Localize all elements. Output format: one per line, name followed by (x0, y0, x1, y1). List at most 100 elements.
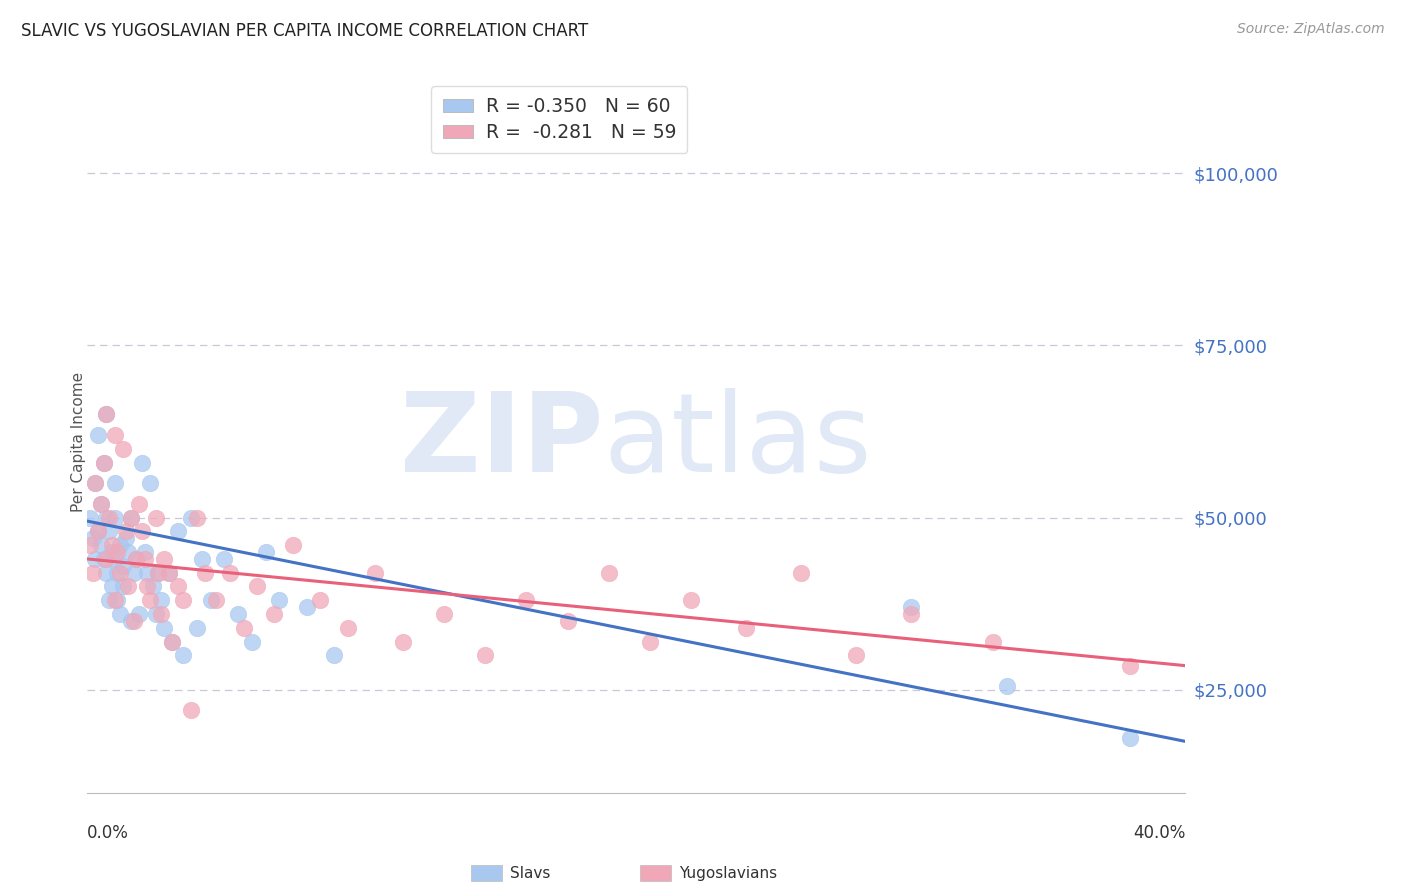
Point (96, 566, 118, 580)
Point (105, 545, 128, 559)
Point (281, 538, 304, 552)
Point (114, 524, 136, 539)
Point (166, 579, 188, 593)
Point (96, 407, 118, 421)
Y-axis label: Per Capita Income: Per Capita Income (72, 372, 86, 512)
Point (180, 703, 202, 717)
Point (103, 428, 125, 442)
Point (336, 621, 359, 635)
Point (226, 607, 249, 621)
Text: atlas: atlas (603, 388, 872, 495)
Point (101, 538, 124, 552)
Point (84, 476, 107, 491)
Point (309, 593, 332, 607)
Point (153, 552, 176, 566)
Point (98, 524, 121, 539)
Point (139, 476, 162, 491)
Point (114, 531, 136, 545)
Legend: R = -0.350   N = 60, R =  -0.281   N = 59: R = -0.350 N = 60, R = -0.281 N = 59 (432, 86, 688, 153)
Point (87, 524, 110, 539)
Point (139, 593, 162, 607)
Point (90, 497, 112, 511)
Point (108, 607, 131, 621)
Point (105, 593, 128, 607)
Point (194, 566, 217, 580)
Point (160, 634, 183, 648)
Point (131, 456, 153, 470)
Point (557, 614, 579, 628)
Point (122, 614, 145, 628)
Text: Source: ZipAtlas.com: Source: ZipAtlas.com (1237, 22, 1385, 37)
Point (136, 566, 159, 580)
Text: ZIP: ZIP (399, 388, 603, 495)
Point (134, 545, 156, 559)
Point (433, 607, 456, 621)
Point (153, 621, 176, 635)
Point (186, 621, 208, 635)
Point (145, 510, 167, 524)
Point (1119, 731, 1142, 745)
Text: 40.0%: 40.0% (1133, 824, 1185, 842)
Point (128, 497, 150, 511)
Text: 0.0%: 0.0% (87, 824, 129, 842)
Point (790, 566, 813, 580)
Point (108, 566, 131, 580)
Point (101, 579, 124, 593)
Point (160, 634, 183, 648)
Point (1119, 658, 1142, 673)
Point (254, 545, 277, 559)
Point (232, 621, 254, 635)
Point (142, 579, 165, 593)
Text: SLAVIC VS YUGOSLAVIAN PER CAPITA INCOME CORRELATION CHART: SLAVIC VS YUGOSLAVIAN PER CAPITA INCOME … (21, 22, 588, 40)
Point (122, 566, 145, 580)
Point (117, 545, 139, 559)
Point (172, 593, 194, 607)
Point (125, 552, 148, 566)
Point (101, 545, 124, 559)
Point (186, 510, 208, 524)
Point (995, 679, 1018, 693)
Point (474, 648, 496, 663)
Point (93, 552, 115, 566)
Point (120, 510, 142, 524)
Point (145, 607, 167, 621)
Point (93, 456, 115, 470)
Point (159, 566, 181, 580)
Point (82, 531, 104, 545)
Point (735, 621, 758, 635)
Point (246, 579, 269, 593)
Point (117, 579, 139, 593)
Point (391, 634, 413, 648)
Point (681, 593, 703, 607)
Point (240, 634, 263, 648)
Point (103, 476, 125, 491)
Point (96, 510, 118, 524)
Point (84, 552, 107, 566)
Point (172, 648, 194, 663)
Point (90, 497, 112, 511)
Point (218, 566, 240, 580)
Point (96, 407, 118, 421)
Point (84, 476, 107, 491)
Point (103, 593, 125, 607)
Point (120, 510, 142, 524)
Point (131, 524, 153, 539)
Point (150, 607, 173, 621)
Point (79, 510, 101, 524)
Point (128, 607, 150, 621)
Point (136, 579, 159, 593)
Point (87, 524, 110, 539)
Point (269, 593, 291, 607)
Point (111, 442, 134, 456)
Point (845, 648, 868, 663)
Point (638, 634, 661, 648)
Point (981, 634, 1004, 648)
Point (82, 566, 104, 580)
Point (90, 538, 112, 552)
Point (134, 552, 156, 566)
Point (900, 607, 922, 621)
Point (148, 566, 170, 580)
Point (125, 552, 148, 566)
Point (180, 510, 202, 524)
Point (103, 552, 125, 566)
